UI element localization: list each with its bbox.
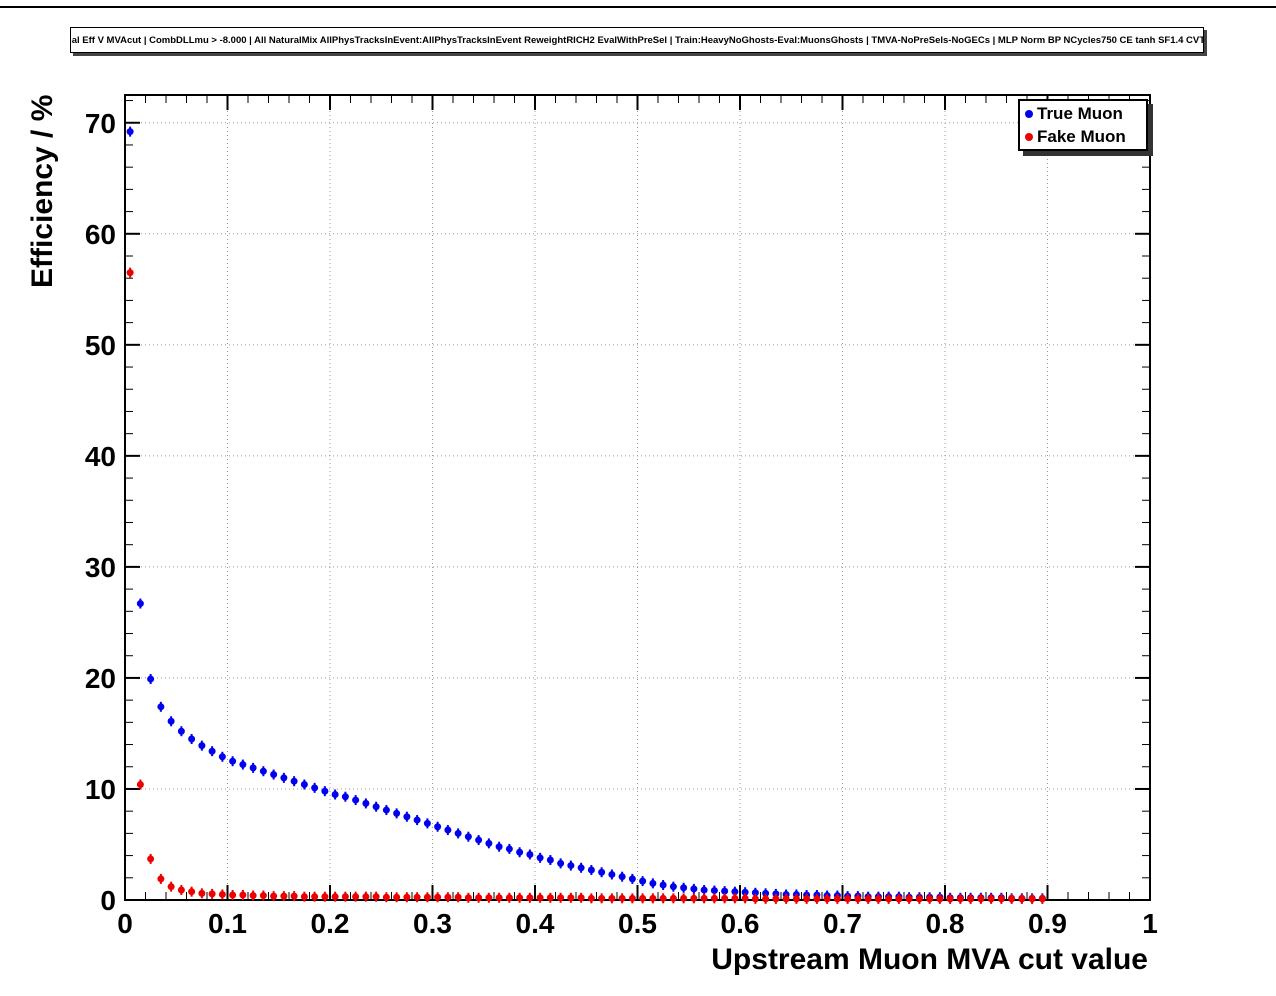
svg-text:40: 40 <box>85 441 116 472</box>
svg-text:0.3: 0.3 <box>413 908 452 939</box>
plot-title: Upstream Muon Signal Eff V MVAcut | Comb… <box>71 34 1204 46</box>
svg-text:0.6: 0.6 <box>721 908 760 939</box>
svg-text:0.8: 0.8 <box>926 908 965 939</box>
legend-entry-true-muon: True Muon <box>1020 102 1146 125</box>
svg-text:60: 60 <box>85 219 116 250</box>
y-axis-title: Efficiency / % <box>26 95 59 288</box>
svg-text:0: 0 <box>117 908 133 939</box>
svg-text:20: 20 <box>85 663 116 694</box>
x-axis-title: Upstream Muon MVA cut value <box>711 943 1148 976</box>
svg-text:0.4: 0.4 <box>516 908 555 939</box>
fake-muon-points <box>126 267 1046 904</box>
fake-muon-marker-icon <box>1025 132 1033 141</box>
svg-text:0: 0 <box>100 885 116 916</box>
svg-text:1: 1 <box>1142 908 1158 939</box>
svg-text:70: 70 <box>85 108 116 139</box>
svg-text:10: 10 <box>85 774 116 805</box>
svg-text:0.7: 0.7 <box>823 908 862 939</box>
legend-entry-fake-muon: Fake Muon <box>1020 125 1146 148</box>
svg-text:30: 30 <box>85 552 116 583</box>
legend-label-fake-muon: Fake Muon <box>1037 126 1126 146</box>
plot-title-pad: Upstream Muon Signal Eff V MVAcut | Comb… <box>70 27 1204 53</box>
legend: True Muon Fake Muon <box>1018 99 1148 151</box>
svg-text:0.9: 0.9 <box>1028 908 1067 939</box>
svg-text:50: 50 <box>85 330 116 361</box>
true-muon-marker-icon <box>1025 109 1033 118</box>
svg-text:0.1: 0.1 <box>208 908 247 939</box>
true-muon-points <box>126 126 1046 904</box>
legend-label-true-muon: True Muon <box>1037 103 1123 123</box>
svg-text:0.2: 0.2 <box>311 908 350 939</box>
canvas-top-border <box>0 6 1276 8</box>
svg-text:0.5: 0.5 <box>618 908 657 939</box>
